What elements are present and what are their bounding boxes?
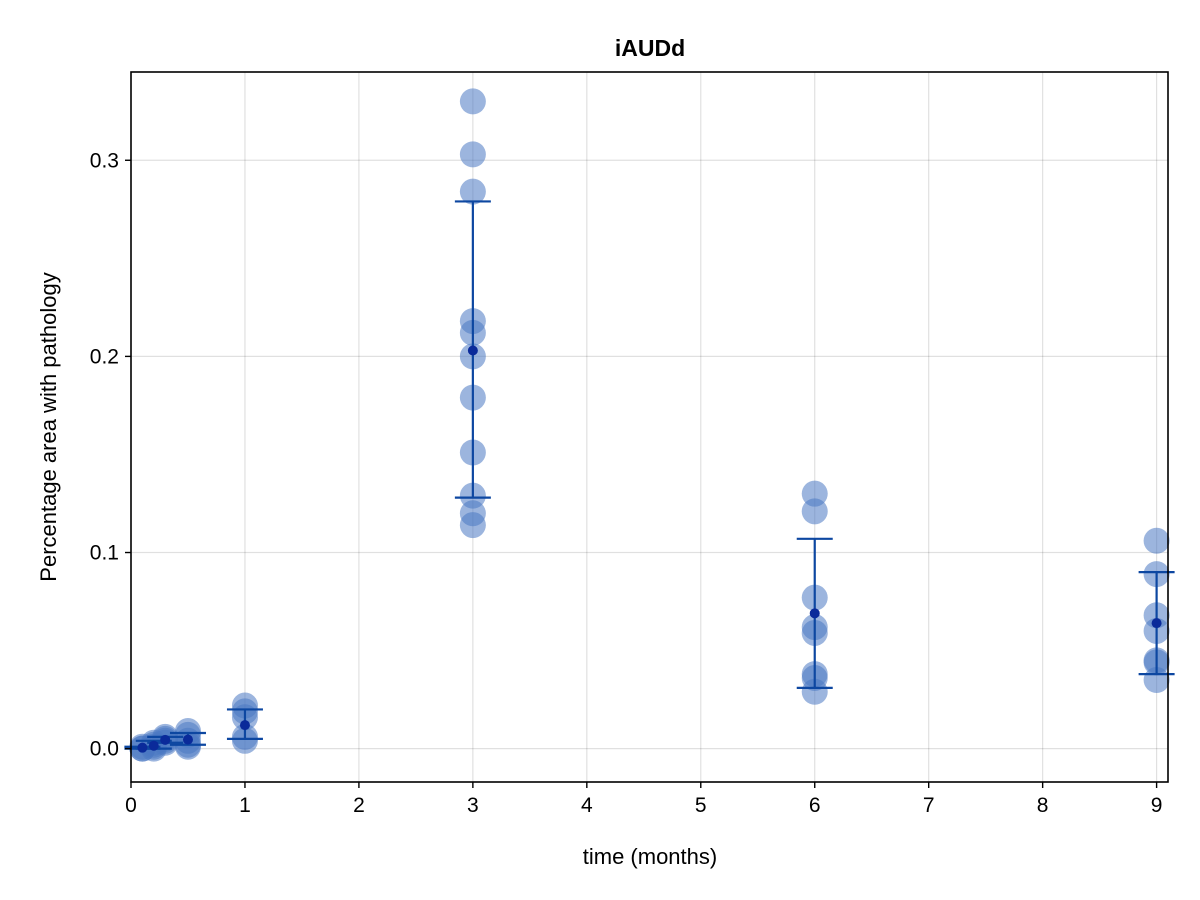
y-tick-label: 0.0 — [90, 738, 119, 761]
data-point — [459, 88, 486, 115]
mean-marker — [1151, 618, 1162, 629]
x-tick-label: 5 — [695, 794, 707, 817]
x-tick-label: 8 — [1037, 794, 1049, 817]
x-tick-label: 0 — [125, 794, 137, 817]
x-tick-label: 9 — [1151, 794, 1163, 817]
data-point — [801, 678, 828, 705]
data-point — [1143, 527, 1170, 554]
y-tick-label: 0.3 — [90, 149, 119, 172]
mean-marker — [239, 720, 250, 731]
plot-frame — [130, 71, 1169, 783]
data-point — [459, 178, 486, 205]
x-tick-label: 2 — [353, 794, 365, 817]
mean-markers — [137, 345, 1162, 753]
error-bars — [124, 200, 1175, 750]
grid-lines — [130, 72, 1168, 782]
data-point — [231, 727, 258, 754]
data-points — [129, 88, 1170, 762]
y-tick-label: 0.2 — [90, 345, 119, 368]
mean-marker — [160, 734, 171, 745]
data-point — [459, 512, 486, 539]
mean-marker — [809, 608, 820, 619]
mean-marker — [137, 742, 148, 753]
data-point — [801, 498, 828, 525]
mean-marker — [148, 740, 159, 751]
x-tick-label: 6 — [809, 794, 821, 817]
y-axis-ticks: 0.0 0.1 0.2 0.3 — [90, 149, 131, 761]
x-axis-label: time (months) — [583, 844, 717, 869]
x-axis-ticks: 0 1 2 3 4 5 6 7 8 9 — [125, 782, 1162, 817]
y-axis-label: Percentage area with pathology — [36, 272, 61, 581]
y-tick-label: 0.1 — [90, 542, 119, 565]
x-tick-label: 4 — [581, 794, 593, 817]
chart-title: iAUDd — [615, 35, 685, 61]
data-point — [459, 141, 486, 168]
mean-marker — [467, 345, 478, 356]
x-tick-label: 3 — [467, 794, 479, 817]
data-point — [174, 733, 201, 760]
x-tick-label: 1 — [239, 794, 251, 817]
mean-marker — [182, 734, 193, 745]
x-tick-label: 7 — [923, 794, 935, 817]
